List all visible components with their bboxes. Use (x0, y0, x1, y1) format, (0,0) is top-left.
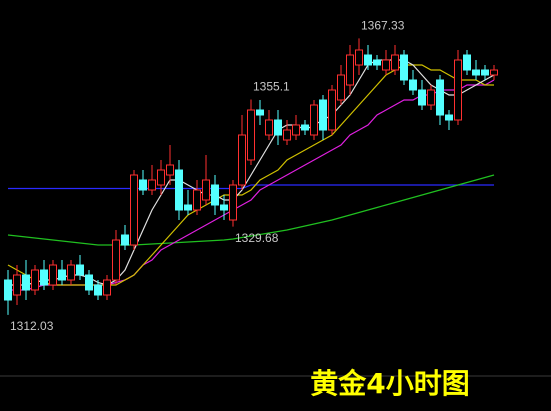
candle-body (193, 189, 201, 211)
moving-average-line (8, 184, 494, 190)
candle-body (31, 269, 39, 291)
candle-body (310, 104, 318, 136)
moving-average-line (7, 174, 495, 246)
price-annotation: 1312.03 (10, 319, 54, 333)
price-annotation: 1329.68 (235, 231, 279, 245)
candle-body (211, 184, 219, 206)
candle-body (238, 134, 246, 186)
candle-body (283, 129, 291, 141)
candle-body (436, 79, 444, 116)
candle-body (265, 119, 273, 136)
candle-body (445, 114, 453, 121)
candle-body (337, 74, 345, 101)
candle-body (301, 124, 309, 131)
candle-body (328, 89, 336, 131)
candle-body (418, 89, 426, 106)
candle-body (202, 179, 210, 201)
candle-body (76, 264, 84, 276)
candle-body (139, 179, 147, 191)
candle-body (49, 264, 57, 286)
candle-body (274, 119, 282, 136)
candle-body (256, 109, 264, 116)
candle-body (409, 79, 417, 91)
chart-title: 黄金4小时图 (310, 367, 469, 400)
candle-body (112, 239, 120, 281)
candle-body (175, 169, 183, 211)
candle-body (220, 204, 228, 211)
candle-body (103, 279, 111, 296)
candle-body (13, 274, 21, 296)
candle-body (184, 204, 192, 211)
candle-body (364, 54, 372, 66)
candle-body (427, 89, 435, 106)
candle-body (22, 274, 30, 291)
candle-body (94, 284, 102, 296)
candle-body (472, 69, 480, 76)
candle-body (121, 234, 129, 246)
candle-body (373, 59, 381, 66)
candle-body (229, 184, 237, 221)
candle-body (346, 54, 354, 86)
candle-body (58, 269, 66, 281)
candle-body (67, 264, 75, 281)
candle-body (292, 124, 300, 136)
candle-body (130, 174, 138, 246)
candle-body (319, 99, 327, 131)
candle-body (40, 269, 48, 286)
candle-body (454, 59, 462, 121)
candle-body (166, 164, 174, 176)
candle-body (490, 69, 498, 76)
candle-body (382, 59, 390, 71)
candle-body (157, 169, 165, 186)
candle-body (85, 274, 93, 291)
price-annotation: 1355.1 (253, 80, 290, 94)
candle-body (247, 109, 255, 161)
candle-body (148, 179, 156, 191)
candle-body (481, 69, 489, 76)
candle-body (400, 54, 408, 81)
candle-body (355, 49, 363, 66)
price-annotation: 1367.33 (361, 19, 405, 33)
candle-body (4, 279, 12, 301)
candle-body (463, 54, 471, 71)
candle-body (391, 54, 399, 71)
